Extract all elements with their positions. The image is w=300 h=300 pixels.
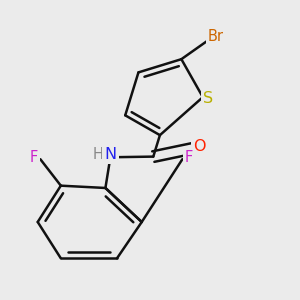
Text: F: F (30, 150, 38, 165)
Text: S: S (203, 91, 213, 106)
Text: N: N (104, 147, 116, 162)
Text: F: F (185, 150, 193, 165)
Text: O: O (193, 140, 206, 154)
Text: Br: Br (208, 29, 224, 44)
Text: H: H (93, 147, 104, 162)
